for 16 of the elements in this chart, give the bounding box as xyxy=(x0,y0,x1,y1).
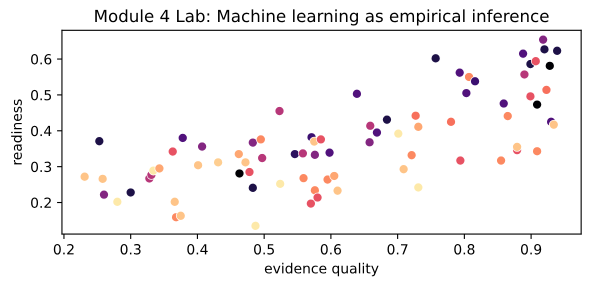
x-tick-label: 0.7 xyxy=(388,244,408,255)
x-tick-label: 0.9 xyxy=(520,244,542,255)
x-axis-title: evidence quality xyxy=(264,262,379,276)
x-tick-label: 0.6 xyxy=(320,244,342,255)
chart-title: Module 4 Lab: Machine learning as empirical inference xyxy=(95,9,549,26)
x-tick-label: 0.2 xyxy=(54,244,74,255)
y-tick-label: 0.6 xyxy=(31,54,52,65)
x-tick-label: 0.3 xyxy=(120,244,141,255)
y-tick-label: 0.4 xyxy=(31,126,52,136)
y-axis-title: readiness xyxy=(11,99,22,164)
y-tick-label: 0.2 xyxy=(31,197,51,208)
x-tick-label: 0.4 xyxy=(187,244,208,255)
y-tick-label: 0.5 xyxy=(31,90,52,100)
x-tick-label: 0.8 xyxy=(454,244,474,255)
x-tick-label: 0.5 xyxy=(254,244,274,255)
y-tick-label: 0.3 xyxy=(31,162,52,172)
